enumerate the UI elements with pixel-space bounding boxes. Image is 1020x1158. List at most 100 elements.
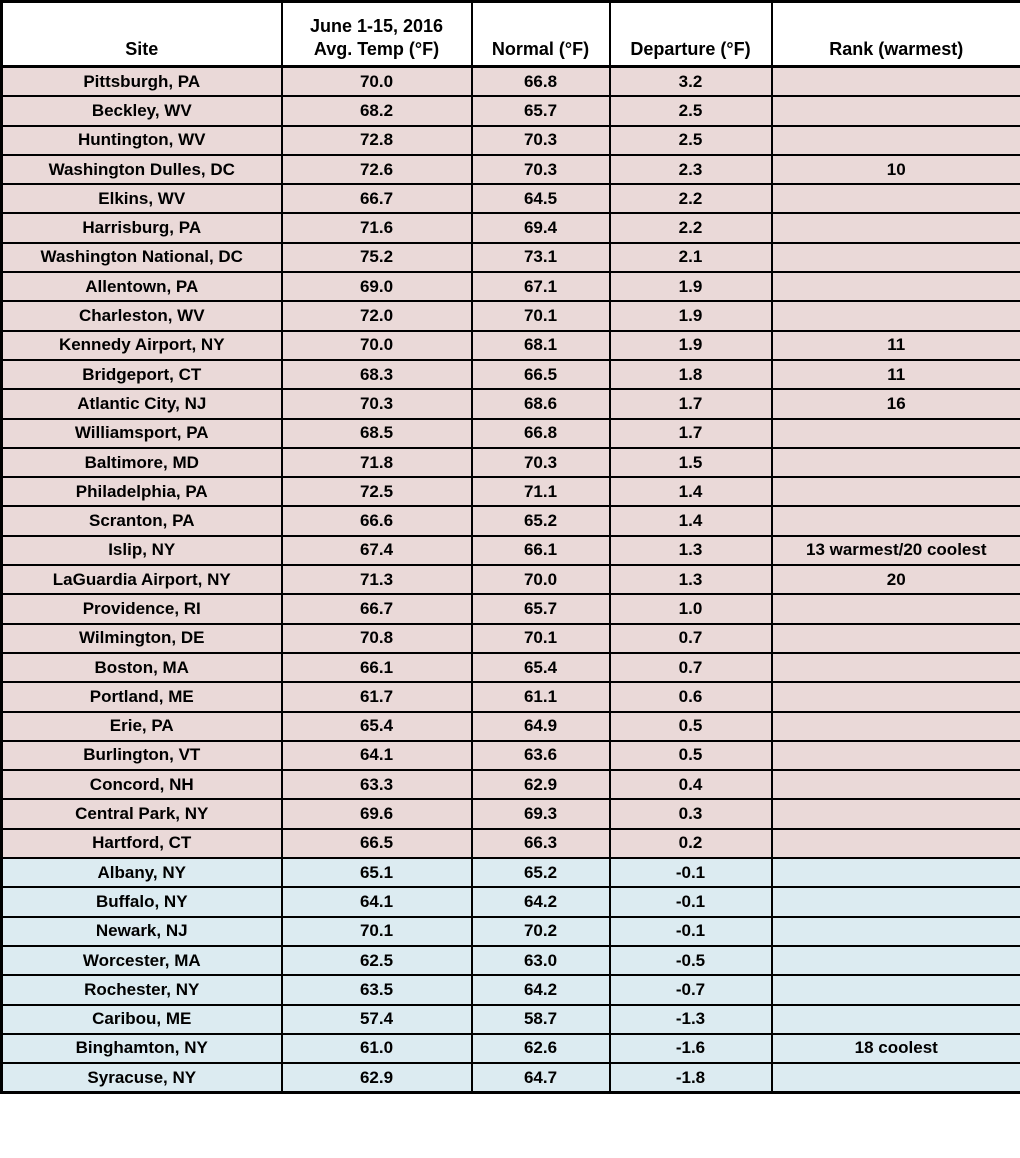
normal-cell: 63.0 bbox=[470, 944, 611, 977]
normal-cell: 65.2 bbox=[470, 505, 611, 537]
normal-cell: 62.9 bbox=[470, 769, 611, 801]
table-row: Buffalo, NY 64.1 64.2 -0.1 bbox=[0, 886, 1020, 918]
rank-cell bbox=[770, 95, 1020, 127]
normal-cell: 70.2 bbox=[470, 915, 611, 947]
normal-cell: 66.3 bbox=[470, 827, 611, 860]
departure-cell: -0.1 bbox=[608, 886, 773, 918]
site-cell: Bridgeport, CT bbox=[0, 358, 283, 391]
normal-cell: 70.1 bbox=[470, 622, 611, 654]
normal-cell: 70.1 bbox=[470, 300, 611, 332]
rank-cell bbox=[770, 1003, 1020, 1035]
avg-temp-cell: 67.4 bbox=[280, 534, 473, 567]
avg-temp-cell: 62.9 bbox=[280, 1062, 473, 1094]
normal-cell: 64.5 bbox=[470, 183, 611, 215]
departure-cell: 1.4 bbox=[608, 505, 773, 537]
rank-cell bbox=[770, 739, 1020, 772]
table-row: Washington National, DC 75.2 73.1 2.1 bbox=[0, 241, 1020, 274]
avg-temp-cell: 69.6 bbox=[280, 798, 473, 830]
departure-cell: 0.5 bbox=[608, 710, 773, 742]
column-header-normal: Normal (°F) bbox=[470, 0, 611, 68]
departure-cell: 0.3 bbox=[608, 798, 773, 830]
normal-cell: 69.4 bbox=[470, 212, 611, 244]
avg-temp-cell: 70.0 bbox=[280, 65, 473, 98]
table-row: Islip, NY 67.4 66.1 1.3 13 warmest/20 cooles… bbox=[0, 534, 1020, 567]
avg-temp-cell: 57.4 bbox=[280, 1003, 473, 1035]
normal-cell: 64.2 bbox=[470, 886, 611, 918]
normal-cell: 70.3 bbox=[470, 153, 611, 186]
avg-temp-cell: 66.7 bbox=[280, 593, 473, 625]
normal-cell: 65.7 bbox=[470, 593, 611, 625]
site-cell: Kennedy Airport, NY bbox=[0, 329, 283, 361]
avg-temp-cell: 63.5 bbox=[280, 974, 473, 1006]
table-row: LaGuardia Airport, NY 71.3 70.0 1.3 20 bbox=[0, 564, 1020, 596]
avg-temp-cell: 72.8 bbox=[280, 124, 473, 156]
normal-cell: 66.5 bbox=[470, 358, 611, 391]
rank-cell bbox=[770, 974, 1020, 1006]
table-row: Washington Dulles, DC 72.6 70.3 2.3 10 bbox=[0, 153, 1020, 186]
table-row: Elkins, WV 66.7 64.5 2.2 bbox=[0, 183, 1020, 215]
rank-cell bbox=[770, 769, 1020, 801]
rank-cell bbox=[770, 798, 1020, 830]
table-row: Huntington, WV 72.8 70.3 2.5 bbox=[0, 124, 1020, 156]
normal-cell: 64.9 bbox=[470, 710, 611, 742]
departure-cell: -1.6 bbox=[608, 1032, 773, 1065]
rank-cell bbox=[770, 271, 1020, 303]
site-cell: Beckley, WV bbox=[0, 95, 283, 127]
avg-temp-cell: 70.3 bbox=[280, 388, 473, 420]
normal-cell: 61.1 bbox=[470, 681, 611, 713]
avg-temp-cell: 72.0 bbox=[280, 300, 473, 332]
avg-temp-cell: 65.4 bbox=[280, 710, 473, 742]
site-cell: Caribou, ME bbox=[0, 1003, 283, 1035]
departure-cell: 0.4 bbox=[608, 769, 773, 801]
site-cell: Newark, NJ bbox=[0, 915, 283, 947]
rank-cell bbox=[770, 183, 1020, 215]
site-cell: Atlantic City, NJ bbox=[0, 388, 283, 420]
departure-cell: 1.9 bbox=[608, 300, 773, 332]
avg-temp-cell: 66.1 bbox=[280, 651, 473, 684]
header-row: Site June 1-15, 2016 Avg. Temp (°F) Norm… bbox=[0, 0, 1020, 68]
departure-cell: 2.5 bbox=[608, 124, 773, 156]
rank-cell bbox=[770, 915, 1020, 947]
avg-temp-cell: 69.0 bbox=[280, 271, 473, 303]
table-row: Syracuse, NY 62.9 64.7 -1.8 bbox=[0, 1062, 1020, 1094]
avg-temp-cell: 75.2 bbox=[280, 241, 473, 274]
departure-cell: 2.1 bbox=[608, 241, 773, 274]
site-cell: Islip, NY bbox=[0, 534, 283, 567]
normal-cell: 68.1 bbox=[470, 329, 611, 361]
rank-cell bbox=[770, 857, 1020, 889]
avg-temp-cell: 63.3 bbox=[280, 769, 473, 801]
normal-cell: 70.0 bbox=[470, 564, 611, 596]
column-header-departure: Departure (°F) bbox=[608, 0, 773, 68]
avg-temp-cell: 70.8 bbox=[280, 622, 473, 654]
site-cell: Syracuse, NY bbox=[0, 1062, 283, 1094]
site-cell: Worcester, MA bbox=[0, 944, 283, 977]
site-cell: Burlington, VT bbox=[0, 739, 283, 772]
rank-cell: 13 warmest/20 coolest bbox=[770, 534, 1020, 567]
rank-cell: 18 coolest bbox=[770, 1032, 1020, 1065]
site-cell: Baltimore, MD bbox=[0, 446, 283, 479]
avg-temp-cell: 71.6 bbox=[280, 212, 473, 244]
table-row: Kennedy Airport, NY 70.0 68.1 1.9 11 bbox=[0, 329, 1020, 361]
departure-cell: -1.8 bbox=[608, 1062, 773, 1094]
table-row: Binghamton, NY 61.0 62.6 -1.6 18 coolest bbox=[0, 1032, 1020, 1065]
table-row: Central Park, NY 69.6 69.3 0.3 bbox=[0, 798, 1020, 830]
avg-temp-cell: 66.7 bbox=[280, 183, 473, 215]
site-cell: Washington Dulles, DC bbox=[0, 153, 283, 186]
table-row: Boston, MA 66.1 65.4 0.7 bbox=[0, 651, 1020, 684]
rank-cell bbox=[770, 124, 1020, 156]
normal-cell: 73.1 bbox=[470, 241, 611, 274]
rank-cell: 20 bbox=[770, 564, 1020, 596]
departure-cell: 3.2 bbox=[608, 65, 773, 98]
rank-cell bbox=[770, 417, 1020, 449]
table-row: Atlantic City, NJ 70.3 68.6 1.7 16 bbox=[0, 388, 1020, 420]
avg-temp-cell: 72.5 bbox=[280, 476, 473, 508]
table-row: Albany, NY 65.1 65.2 -0.1 bbox=[0, 857, 1020, 889]
normal-cell: 65.4 bbox=[470, 651, 611, 684]
site-cell: Rochester, NY bbox=[0, 974, 283, 1006]
site-cell: Hartford, CT bbox=[0, 827, 283, 860]
site-cell: Erie, PA bbox=[0, 710, 283, 742]
normal-cell: 66.8 bbox=[470, 65, 611, 98]
table-row: Newark, NJ 70.1 70.2 -0.1 bbox=[0, 915, 1020, 947]
table-row: Rochester, NY 63.5 64.2 -0.7 bbox=[0, 974, 1020, 1006]
avg-temp-cell: 71.8 bbox=[280, 446, 473, 479]
